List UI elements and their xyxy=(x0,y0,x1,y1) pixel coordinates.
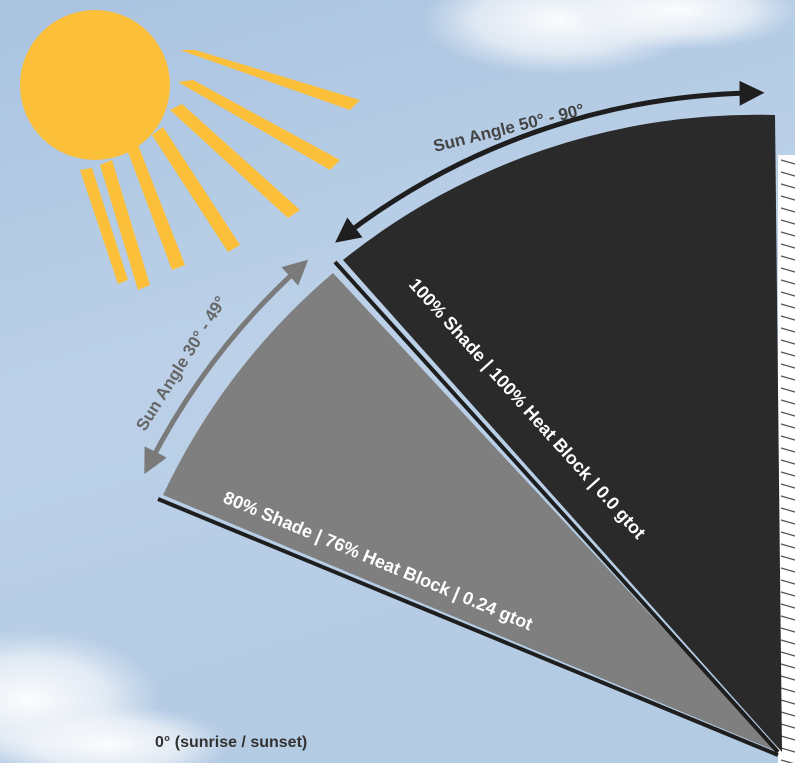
wall-hatch-line xyxy=(780,543,795,549)
wall-hatch-line xyxy=(780,651,795,657)
wall-hatch-line xyxy=(780,315,795,321)
wall-hatching xyxy=(780,159,795,763)
wall-hatch-line xyxy=(780,399,795,405)
wall-hatch-line xyxy=(780,723,795,729)
wall-hatch-line xyxy=(780,591,795,597)
wall-hatch-line xyxy=(780,171,795,177)
wall-hatch-line xyxy=(780,375,795,381)
zone-separator-line xyxy=(333,260,780,754)
wall-hatch-line xyxy=(780,459,795,465)
horizon-label: 0° (sunrise / sunset) xyxy=(155,734,307,751)
sun-rays xyxy=(80,50,360,290)
wall-hatch-line xyxy=(780,519,795,525)
wall-hatch-line xyxy=(780,291,795,297)
wall-hatch-line xyxy=(780,267,795,273)
sun-disc xyxy=(20,10,170,160)
wall-hatch-line xyxy=(780,351,795,357)
wall-hatch-line xyxy=(780,699,795,705)
arrow-angle-50-90 xyxy=(335,80,765,243)
wall-hatch-line xyxy=(780,483,795,489)
wall-hatch-line xyxy=(780,231,795,237)
wall-hatch-line xyxy=(780,507,795,513)
wall-hatch-line xyxy=(780,639,795,645)
wall-hatch-line xyxy=(780,579,795,585)
wall-hatch-line xyxy=(780,531,795,537)
wall-hatch-line xyxy=(780,555,795,561)
wall-hatch-line xyxy=(780,447,795,453)
wall-hatch-line xyxy=(780,471,795,477)
wall-hatch-line xyxy=(780,339,795,345)
wall-hatch-line xyxy=(780,363,795,369)
wall-hatch-line xyxy=(780,663,795,669)
wall-hatch-line xyxy=(780,159,795,165)
wall-hatch-line xyxy=(780,567,795,573)
sun-icon xyxy=(20,10,360,290)
wall-hatch-line xyxy=(780,411,795,417)
wall-hatch-line xyxy=(780,627,795,633)
wall-hatch-line xyxy=(780,615,795,621)
wall-hatch-line xyxy=(780,219,795,225)
wall-hatch-line xyxy=(780,207,795,213)
cloud-top-far-right xyxy=(560,0,795,50)
wall-hatch-line xyxy=(780,387,795,393)
wall-hatch-line xyxy=(780,279,795,285)
wall-hatch-line xyxy=(780,255,795,261)
wall-hatch-line xyxy=(780,747,795,753)
arrow-angle-30-49 xyxy=(144,259,309,475)
wall-hatch-line xyxy=(780,759,794,763)
wall-hatch-line xyxy=(780,303,795,309)
building-wall xyxy=(778,155,795,763)
wall-hatch-line xyxy=(780,711,795,717)
wall-hatch-line xyxy=(780,243,795,249)
cloud-bottom-left-2 xyxy=(0,705,230,763)
wall-hatch-line xyxy=(780,435,795,441)
wall-hatch-line xyxy=(780,603,795,609)
wall-hatch-line xyxy=(780,327,795,333)
wall-hatch-line xyxy=(780,735,795,741)
wall-hatch-line xyxy=(780,423,795,429)
zone-lower-edge-line xyxy=(157,497,779,757)
zone-partial-shade xyxy=(163,273,778,752)
wall-hatch-line xyxy=(780,495,795,501)
wall-hatch-line xyxy=(780,675,795,681)
zone-full-shade xyxy=(343,114,782,752)
wall-hatch-line xyxy=(780,195,795,201)
wall-hatch-line xyxy=(780,183,795,189)
wall-hatch-line xyxy=(780,687,795,693)
